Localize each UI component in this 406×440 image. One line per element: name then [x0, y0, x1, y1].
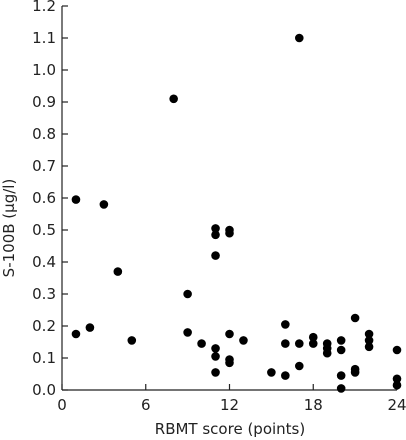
data-point — [211, 344, 220, 353]
data-point — [336, 384, 346, 393]
data-point — [267, 368, 276, 377]
y-tick-label: 0.8 — [32, 125, 56, 143]
data-point — [294, 339, 304, 348]
data-point — [169, 94, 178, 104]
data-point — [392, 374, 402, 384]
y-tick-label: 0.2 — [32, 317, 56, 335]
y-tick-label: 1.0 — [32, 61, 56, 79]
y-tick-label: 1.2 — [32, 0, 56, 15]
x-tick-label: 6 — [141, 396, 151, 414]
x-tick-label: 24 — [387, 396, 406, 414]
data-point — [281, 320, 290, 329]
data-point — [392, 345, 402, 355]
y-tick-label: 0.5 — [32, 221, 56, 239]
data-point — [225, 228, 234, 238]
data-point — [183, 328, 192, 337]
data-point — [336, 371, 346, 380]
data-point — [239, 336, 248, 345]
data-point — [183, 289, 192, 299]
y-tick-label: 0.6 — [32, 189, 56, 207]
data-point — [294, 361, 304, 371]
y-tick-label: 0.0 — [32, 381, 56, 399]
data-point — [308, 339, 318, 348]
data-point — [211, 224, 220, 233]
data-point — [294, 33, 304, 43]
data-point — [225, 329, 234, 339]
x-axis-label: RBMT score (points) — [155, 420, 305, 438]
data-point — [127, 336, 137, 345]
data-point — [113, 267, 123, 276]
x-tick-label: 18 — [304, 396, 323, 414]
y-tick-label: 1.1 — [32, 29, 56, 47]
data-point — [71, 329, 81, 339]
y-tick-label: 0.9 — [32, 93, 56, 111]
x-tick-label: 0 — [57, 396, 67, 414]
plot-area: 0.0 0.1 0.2 0.3 0.4 0.5 0.6 0.7 0.8 0.9 1.0 1.1 1.2 0… — [32, 0, 406, 414]
data-point — [392, 380, 402, 390]
data-point — [225, 358, 234, 368]
y-tick-label: 0.4 — [32, 253, 56, 271]
data-point — [99, 200, 109, 209]
data-point — [322, 348, 332, 358]
data-point — [350, 313, 360, 323]
data-point — [336, 345, 346, 355]
y-tick-label: 0.3 — [32, 285, 56, 303]
data-point — [364, 329, 374, 339]
data-point — [211, 352, 220, 361]
data-point — [281, 371, 290, 380]
data-point — [350, 368, 360, 377]
data-point — [364, 336, 374, 345]
data-point — [211, 230, 220, 240]
y-tick-label: 0.7 — [32, 157, 56, 175]
data-point — [85, 323, 95, 332]
data-point — [71, 195, 81, 204]
data-point — [281, 339, 290, 348]
y-tick-label: 0.1 — [32, 349, 56, 367]
data-point — [336, 336, 346, 345]
data-point — [308, 332, 318, 342]
y-axis-label: S-100B (µg/l) — [0, 179, 18, 278]
data-point — [211, 251, 220, 260]
data-point — [197, 339, 206, 348]
data-point — [364, 342, 374, 352]
x-tick-label: 12 — [220, 396, 239, 414]
data-point — [211, 368, 220, 377]
